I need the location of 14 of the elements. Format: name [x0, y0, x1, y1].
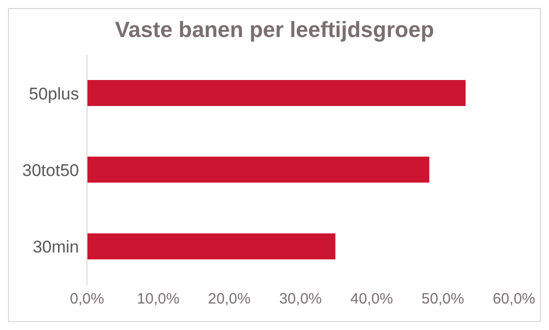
bar [87, 233, 336, 260]
y-tick-label: 30tot50 [22, 161, 79, 180]
x-tick-label: 50,0% [422, 290, 464, 308]
x-tick-label: 60,0% [492, 290, 536, 308]
bar [87, 80, 466, 106]
x-tick-label: 0,0% [70, 290, 104, 308]
y-tick-label: 50plus [28, 84, 79, 104]
chart-title: Vaste banen per leeftijdsgroep [114, 17, 436, 44]
x-tick-label: 20,0% [208, 290, 251, 308]
x-tick-label: 10,0% [136, 290, 180, 308]
bar [87, 156, 430, 183]
x-tick-label: 30,0% [279, 290, 322, 308]
y-tick-label: 30min [32, 238, 79, 257]
x-tick-label: 40,0% [350, 290, 393, 308]
